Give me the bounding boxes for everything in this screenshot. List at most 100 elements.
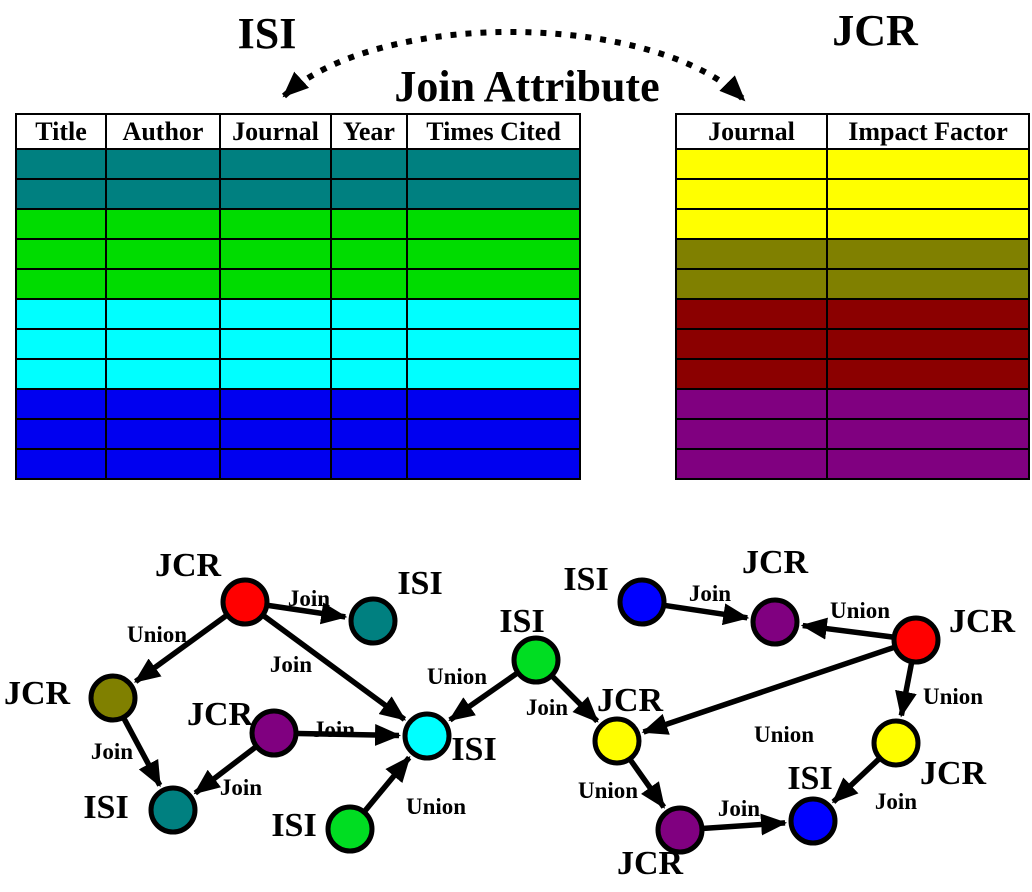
table-cell: [826, 208, 1030, 240]
table-cell: [406, 178, 581, 210]
edge-union: [363, 755, 412, 813]
table-cell: [219, 358, 332, 390]
table-cell: [675, 448, 828, 480]
table-cell: [406, 208, 581, 240]
edge-label: Union: [427, 664, 487, 689]
table-cell: [105, 328, 221, 360]
edge-label: Join: [313, 717, 355, 742]
isi-col-author: Author: [105, 113, 221, 150]
table-cell: [219, 388, 332, 420]
table-cell: [105, 208, 221, 240]
jcr-header-row: Journal Impact Factor: [675, 113, 1030, 150]
table-row: [675, 388, 1030, 420]
table-row: [15, 148, 581, 180]
graph-edges: [121, 602, 917, 836]
table-cell: [826, 148, 1030, 180]
table-cell: [826, 178, 1030, 210]
table-cell: [406, 328, 581, 360]
node-label: JCR: [187, 696, 254, 733]
graph-node-jcr: [655, 805, 705, 855]
node-label: JCR: [949, 603, 1016, 640]
table-cell: [675, 388, 828, 420]
edge-join: [262, 614, 407, 722]
table-cell: [330, 358, 408, 390]
edge-union: [628, 759, 667, 809]
edge-union: [448, 671, 518, 723]
table-cell: [826, 328, 1030, 360]
table-cell: [406, 298, 581, 330]
table-cell: [15, 448, 107, 480]
edge-label: Join: [689, 581, 731, 606]
table-row: [675, 358, 1030, 390]
node-label: JCR: [617, 845, 684, 882]
table-row: [15, 298, 581, 330]
table-cell: [675, 358, 828, 390]
edge-label: Join: [526, 695, 568, 720]
edge-union: [134, 613, 228, 684]
table-cell: [406, 148, 581, 180]
table-cell: [675, 148, 828, 180]
edge-label: Join: [91, 739, 133, 764]
table-cell: [675, 208, 828, 240]
table-cell: [219, 298, 332, 330]
graph-nodes: [88, 577, 941, 855]
table-cell: [105, 148, 221, 180]
table-row: [675, 268, 1030, 300]
table-cell: [826, 298, 1030, 330]
table-cell: [406, 388, 581, 420]
table-cell: [15, 178, 107, 210]
edge-join: [551, 675, 600, 724]
graph-node-jcr: [249, 708, 299, 758]
table-row: [675, 208, 1030, 240]
edge-label: Union: [127, 622, 187, 647]
table-row: [15, 388, 581, 420]
table-cell: [675, 328, 828, 360]
edge-join: [193, 745, 257, 796]
isi-col-year: Year: [330, 113, 408, 150]
edge-join: [297, 723, 402, 746]
edge-label: Union: [578, 778, 638, 803]
table-cell: [15, 208, 107, 240]
table-cell: [219, 418, 332, 450]
join-attribute-label: Join Attribute: [394, 62, 660, 111]
node-label: ISI: [271, 807, 316, 844]
table-cell: [219, 328, 332, 360]
table-cell: [406, 268, 581, 300]
table-row: [675, 418, 1030, 450]
table-cell: [15, 148, 107, 180]
graph-node-jcr: [220, 577, 270, 627]
table-cell: [105, 238, 221, 270]
table-row: [15, 178, 581, 210]
graph-node-jcr: [750, 597, 800, 647]
node-label: ISI: [451, 731, 496, 768]
edge-join: [268, 602, 348, 625]
table-cell: [330, 448, 408, 480]
table-cell: [406, 238, 581, 270]
table-cell: [15, 268, 107, 300]
table-cell: [105, 448, 221, 480]
edge-union: [641, 645, 895, 735]
table-row: [675, 448, 1030, 480]
table-cell: [330, 238, 408, 270]
table-row: [15, 448, 581, 480]
table-cell: [105, 298, 221, 330]
node-label: ISI: [499, 603, 544, 640]
jcr-col-journal: Journal: [675, 113, 828, 150]
graph-node-isi: [788, 796, 838, 846]
edge-join: [665, 602, 750, 626]
graph-node-jcr: [592, 716, 642, 766]
table-cell: [330, 178, 408, 210]
table-row: [15, 328, 581, 360]
table-cell: [330, 208, 408, 240]
table-cell: [826, 358, 1030, 390]
edge-label: Join: [875, 789, 917, 814]
table-cell: [675, 268, 828, 300]
table-cell: [675, 418, 828, 450]
table-cell: [826, 268, 1030, 300]
edge-join: [121, 717, 163, 788]
table-row: [675, 178, 1030, 210]
table-cell: [330, 298, 408, 330]
table-cell: [826, 448, 1030, 480]
isi-table: Title Author Journal Year Times Cited: [15, 113, 581, 480]
